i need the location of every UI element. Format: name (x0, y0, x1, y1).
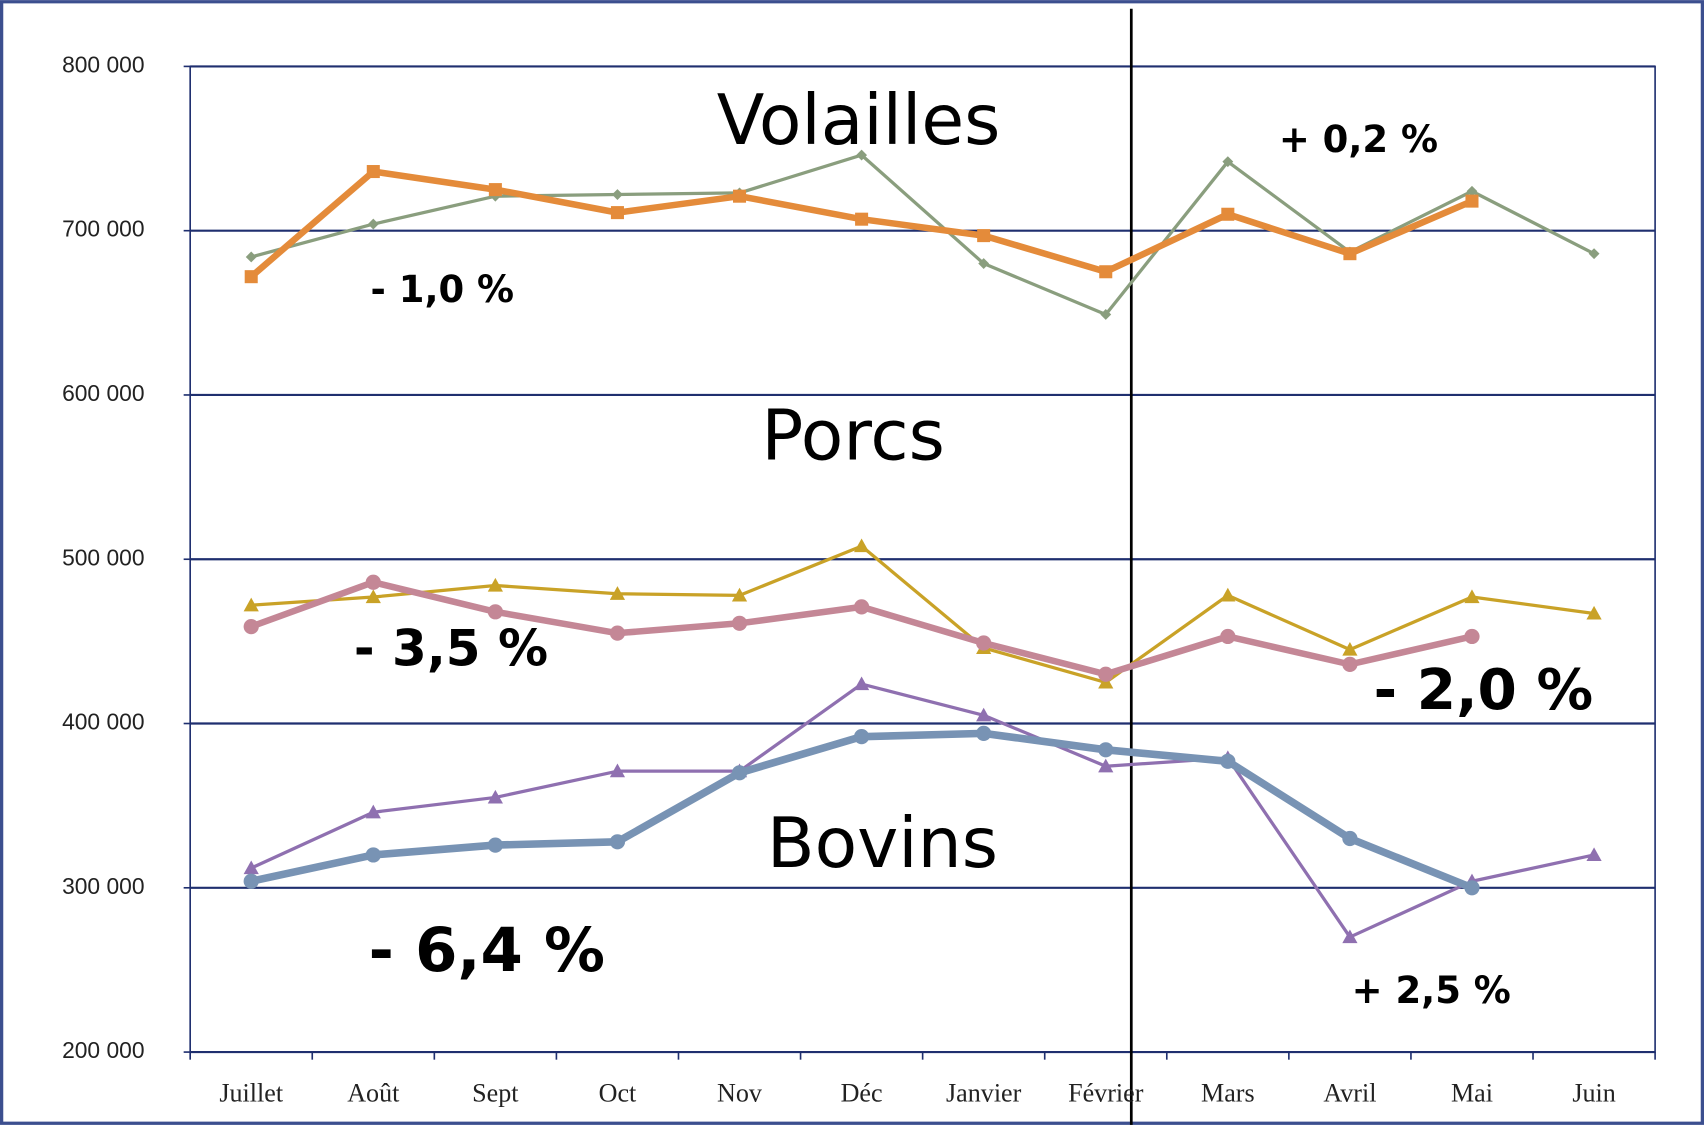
point (855, 212, 869, 226)
point (243, 597, 259, 612)
point (853, 729, 870, 745)
point (856, 149, 868, 161)
point (1220, 628, 1236, 645)
y-tick-label: 700 000 (62, 216, 144, 242)
annotation: - 6,4 % (369, 916, 605, 986)
series-line (251, 544, 1595, 685)
point (1342, 830, 1358, 847)
x-tick-label: Avril (1323, 1079, 1376, 1108)
point (488, 183, 502, 197)
annotation: - 2,0 % (1374, 658, 1594, 723)
y-tick-label: 300 000 (62, 873, 144, 899)
annotation: - 1,0 % (371, 268, 514, 311)
point (609, 763, 626, 778)
point (731, 587, 748, 602)
point (610, 206, 624, 220)
point (978, 258, 990, 269)
y-tick-label: 800 000 (62, 51, 144, 77)
point (487, 604, 503, 620)
point (1220, 753, 1236, 769)
annotation: Bovins (767, 803, 998, 884)
point (366, 165, 380, 179)
point (612, 189, 623, 200)
x-tick-label: Janvier (946, 1079, 1022, 1108)
point (1098, 758, 1114, 773)
point (1464, 589, 1480, 604)
point (487, 837, 503, 853)
point (1221, 207, 1235, 221)
annotation: Porcs (761, 395, 945, 476)
point (487, 789, 503, 804)
point (976, 635, 992, 651)
point (731, 765, 748, 781)
y-tick-label: 200 000 (62, 1037, 144, 1063)
annotation: + 0,2 % (1279, 118, 1438, 161)
point (243, 860, 259, 875)
point (1342, 641, 1358, 656)
point (1342, 929, 1358, 944)
point (1098, 742, 1114, 758)
point (853, 538, 870, 553)
point (853, 599, 870, 615)
x-tick-label: Mai (1451, 1079, 1493, 1108)
annotation: + 2,5 % (1352, 969, 1511, 1012)
x-tick-label: Sept (472, 1079, 519, 1108)
point (976, 725, 992, 741)
annotation: Volailles (717, 80, 1001, 161)
point (365, 804, 381, 819)
annotation: - 3,5 % (354, 620, 548, 678)
point (1222, 156, 1234, 168)
point (243, 873, 259, 889)
point (244, 270, 258, 284)
point (367, 218, 379, 230)
x-tick-label: Mars (1201, 1079, 1255, 1108)
x-tick-label: Déc (841, 1079, 883, 1108)
point (365, 847, 381, 863)
point (853, 676, 870, 691)
point (1098, 666, 1114, 682)
point (1343, 247, 1357, 261)
point (976, 707, 992, 722)
point (609, 625, 626, 641)
x-tick-label: Juin (1572, 1079, 1615, 1108)
point (365, 589, 381, 604)
x-tick-label: Nov (717, 1079, 763, 1108)
series-line (250, 682, 1595, 939)
x-tick-label: Juillet (219, 1079, 283, 1108)
point (1465, 194, 1479, 208)
point (1586, 847, 1602, 862)
x-tick-label: Août (347, 1079, 400, 1108)
x-tick-label: Février (1068, 1079, 1144, 1108)
y-tick-label: 600 000 (62, 380, 144, 406)
point (1586, 605, 1602, 620)
point (1464, 880, 1480, 896)
point (731, 615, 748, 631)
point (609, 834, 626, 850)
point (243, 618, 259, 635)
point (733, 189, 747, 203)
x-tick-label: Oct (599, 1079, 637, 1108)
point (1464, 628, 1480, 645)
point (609, 586, 626, 600)
y-tick-label: 400 000 (62, 709, 144, 735)
point (487, 577, 503, 592)
point (1220, 587, 1236, 602)
point (1099, 265, 1113, 279)
point (977, 229, 991, 243)
y-tick-label: 500 000 (62, 544, 144, 570)
point (1342, 656, 1358, 672)
point (365, 574, 381, 590)
